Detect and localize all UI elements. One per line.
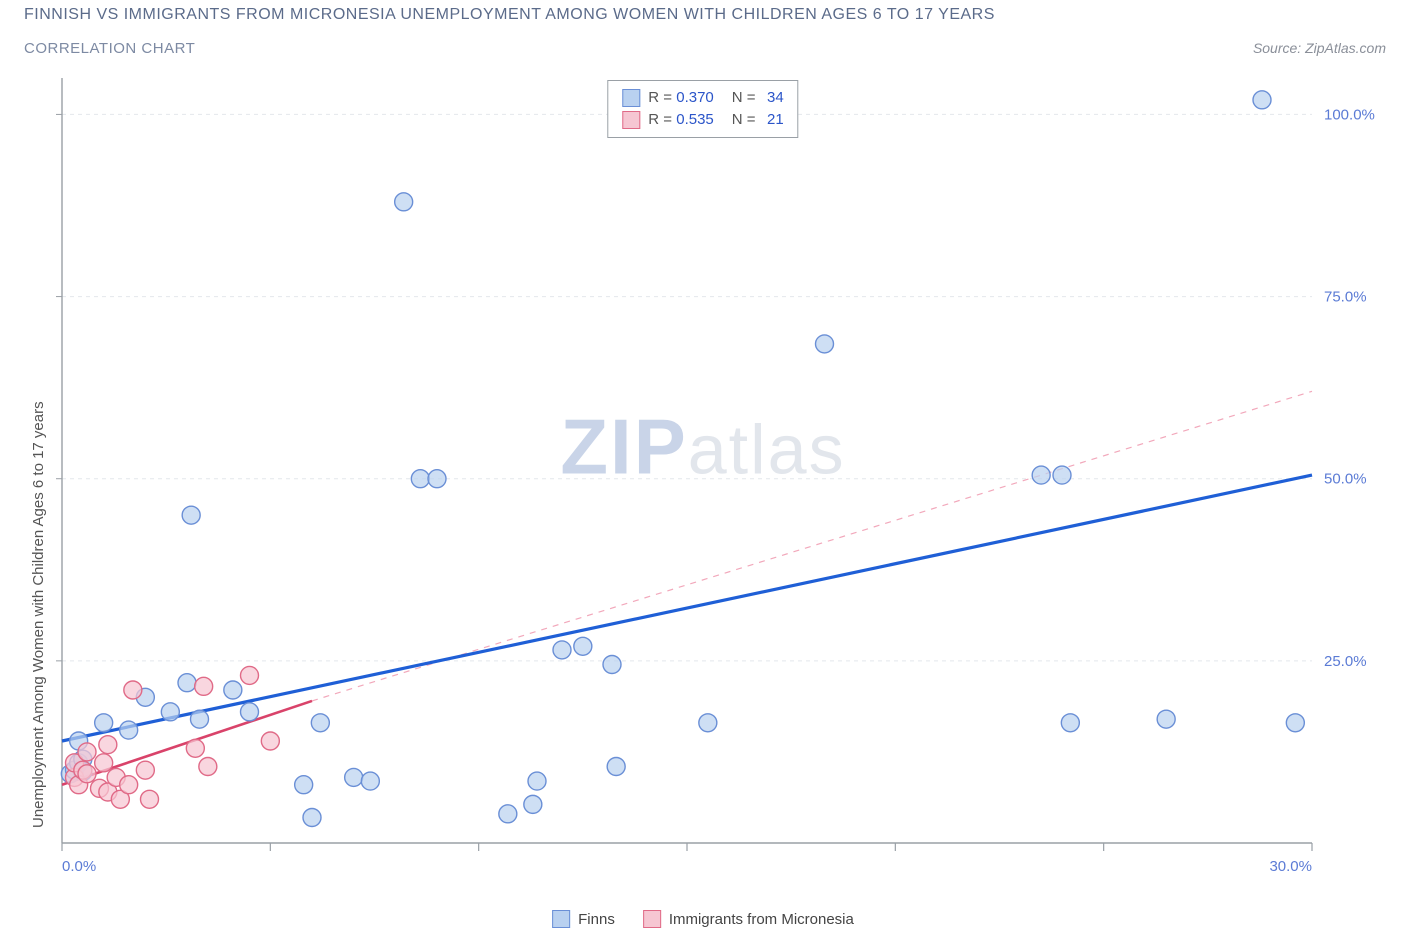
y-tick-label: 25.0% [1324,653,1367,670]
series-legend-label: Immigrants from Micronesia [669,911,854,928]
y-axis-label: Unemployment Among Women with Children A… [30,401,47,828]
x-tick-label: 30.0% [1269,858,1312,875]
y-tick-label: 100.0% [1324,106,1375,123]
legend-stats: R = 0.535N = 21 [648,109,783,131]
correlation-legend: R = 0.370N = 34R = 0.535N = 21 [607,80,798,138]
legend-swatch [622,111,640,129]
series-legend-item: Immigrants from Micronesia [643,910,854,928]
series-legend-item: Finns [552,910,615,928]
page-subtitle: CORRELATION CHART [24,40,195,57]
legend-row: R = 0.370N = 34 [622,87,783,109]
source-label: Source: ZipAtlas.com [1253,40,1386,56]
legend-row: R = 0.535N = 21 [622,109,783,131]
legend-swatch [552,910,570,928]
legend-stats: R = 0.370N = 34 [648,87,783,109]
page-title: FINNISH VS IMMIGRANTS FROM MICRONESIA UN… [24,6,995,24]
y-tick-label: 75.0% [1324,289,1367,306]
series-legend: Finns Immigrants from Micronesia [552,910,854,928]
legend-swatch [622,89,640,107]
chart-area: Unemployment Among Women with Children A… [0,68,1406,930]
y-tick-label: 50.0% [1324,471,1367,488]
x-tick-label: 0.0% [62,858,96,875]
scatter-plot: 0.0% 30.0% 25.0% 50.0% 75.0% 100.0% [52,68,1392,898]
series-legend-label: Finns [578,911,615,928]
legend-swatch [643,910,661,928]
